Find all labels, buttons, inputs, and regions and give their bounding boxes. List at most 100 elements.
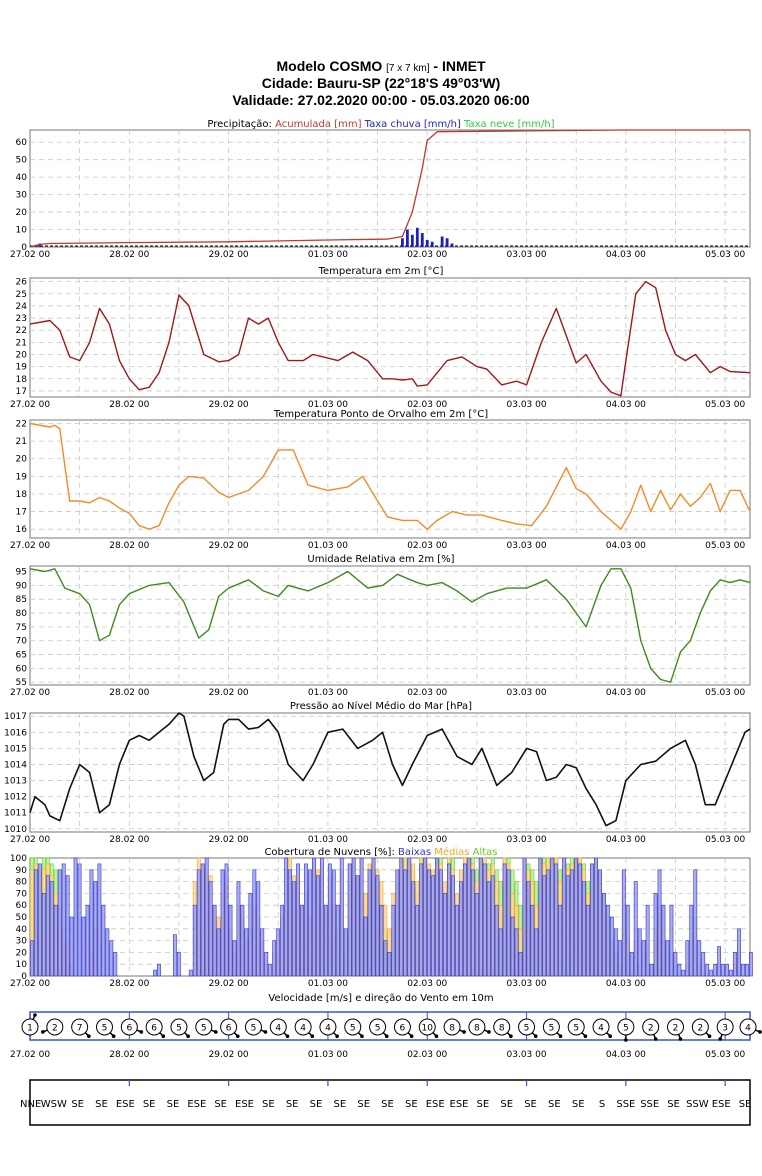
cloud-bar-Baixas [50,882,53,976]
cloud-bar-Baixas [507,870,510,976]
cloud-bar-Baixas [745,964,748,976]
y-tick-label: 10 [16,960,28,970]
wind-direction-label: SE [310,1099,323,1110]
cloud-bar-Baixas [229,905,232,976]
cloud-bar-Baixas [344,929,347,976]
cloud-bar-Baixas [455,905,458,976]
cloud-bar-Baixas [598,870,601,976]
wind-direction-label: SE [214,1099,227,1110]
wind-speed-label: 5 [623,1024,629,1034]
cloud-bar-Baixas [741,964,744,976]
x-tick-label: 28.02 00 [109,250,149,260]
cloud-bar-Baixas [527,882,530,976]
x-tick-label: 03.03 00 [507,835,547,845]
cloud-bar-Baixas [66,876,69,976]
cloud-bar-Baixas [503,864,506,976]
cloud-bar-Baixas [511,917,514,976]
wind-direction-label: SE [739,1099,752,1110]
cloud-bar-Baixas [626,905,629,976]
y-tick-label: 80 [16,609,28,619]
cloud-bar-Baixas [710,970,713,976]
cloud-bar-Baixas [479,858,482,976]
umidade-title: Umidade Relativa em 2m [%] [307,554,454,565]
cloud-bar-Baixas [630,952,633,976]
cloud-bar-Baixas [205,858,208,976]
x-tick-label: 27.02 00 [10,835,50,845]
cloud-bar-Baixas [237,882,240,976]
cloud-bar-Baixas [277,929,280,976]
wind-direction-label: NNE [20,1099,41,1110]
wind-speed-label: 6 [126,1024,132,1034]
cloud-bar-Baixas [30,941,33,976]
y-tick-label: 90 [16,581,28,591]
x-tick-label: 05.03 00 [705,400,745,410]
y-tick-label: 24 [16,302,28,312]
wind-speed-label: 2 [697,1024,703,1034]
wind-speed-label: 3 [722,1024,728,1034]
y-tick-label: 23 [16,314,27,324]
cloud-bar-Baixas [74,858,77,976]
cloud-bar-Baixas [547,870,550,976]
cloud-bar-Baixas [38,864,41,976]
wind-speed-label: 5 [524,1024,530,1034]
cloud-bar-Baixas [372,858,375,976]
x-tick-label: 27.02 00 [10,250,50,260]
cloud-bar-Baixas [269,964,272,976]
y-tick-label: 80 [16,878,28,888]
cloud-bar-Baixas [428,870,431,976]
y-tick-label: 25 [16,290,27,300]
temp-title: Temperatura em 2m [°C] [318,266,444,277]
x-tick-label: 01.03 00 [308,250,348,260]
cloud-bar-Baixas [396,870,399,976]
wind-arrow-tip [654,1037,658,1041]
x-tick-label: 05.03 00 [705,835,745,845]
cloud-bar-Baixas [467,858,470,976]
cloud-bar-Baixas [475,893,478,976]
cloud-bar-Baixas [443,893,446,976]
cloud-bar-Baixas [70,917,73,976]
cloud-bar-Baixas [702,952,705,976]
rain-rate-bar [411,235,414,247]
cloud-bar-Baixas [412,882,415,976]
cloud-bar-Baixas [364,917,367,976]
wind-arrow-tip [509,1034,513,1038]
cloud-bar-Baixas [654,893,657,976]
x-tick-label: 05.03 00 [705,250,745,260]
wind-arrow-tip [335,1034,339,1038]
x-tick-label: 02.03 00 [407,541,447,551]
y-tick-label: 90 [16,866,28,876]
cloud-bar-Baixas [340,858,343,976]
x-tick-label: 27.02 00 [10,979,50,989]
cloud-bar-Baixas [328,864,331,976]
x-tick-label: 05.03 00 [705,541,745,551]
y-tick-label: 1014 [4,760,27,770]
cloud-bar-Baixas [348,864,351,976]
wind-speed-label: 6 [226,1024,232,1034]
wind-direction-label: SE [357,1099,370,1110]
cloud-bar-Baixas [78,864,81,976]
x-tick-label: 01.03 00 [308,541,348,551]
wind-direction-label: SSE [616,1099,635,1110]
cloud-bar-Baixas [725,964,728,976]
meteogram: 0102030405060Precipitação: Acumulada [mm… [0,0,762,1176]
wind-speed-label: 8 [474,1024,480,1034]
x-tick-label: 28.02 00 [109,541,149,551]
wind-speed-label: 5 [549,1024,555,1034]
x-tick-label: 29.02 00 [209,979,249,989]
y-tick-label: 95 [16,568,27,578]
y-tick-label: 22 [16,326,27,336]
y-tick-label: 17 [16,387,27,397]
wind-direction-label: SE [286,1099,299,1110]
cloud-bar-Baixas [420,864,423,976]
cloud-bar-Baixas [94,882,97,976]
wind-direction-label: SE [95,1099,108,1110]
y-tick-label: 70 [16,889,28,899]
y-tick-label: 60 [16,138,28,148]
wind-speed-label: 4 [275,1024,281,1034]
x-tick-label: 29.02 00 [209,541,249,551]
y-tick-label: 50 [16,156,28,166]
wind-arrow-tip [112,1034,116,1038]
wind-direction-label: SE [167,1099,180,1110]
x-tick-label: 28.02 00 [109,688,149,698]
y-tick-label: 30 [16,937,28,947]
